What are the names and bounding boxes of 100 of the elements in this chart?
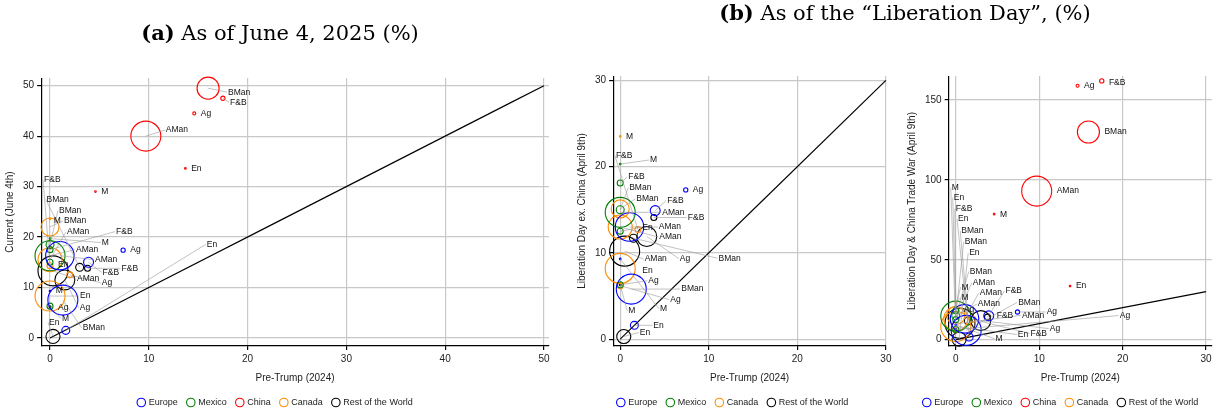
x-tick-label: 0 [952, 352, 959, 364]
legend-label: Rest of the World [1128, 396, 1199, 407]
y-axis-title: Current (June 4th) [3, 171, 15, 253]
annotation: BMan [681, 283, 704, 294]
annotation: Ag [200, 107, 212, 118]
x-tick-label: 20 [242, 352, 254, 364]
x-tick-label: 30 [340, 352, 353, 364]
annotation: M [101, 185, 109, 196]
annotation: En [639, 326, 651, 337]
x-tick-label: 10 [143, 352, 155, 364]
chart-title: (b) As of the “Liberation Day”, (%) [719, 0, 1091, 25]
legend-label: Mexico [198, 396, 227, 407]
annotation: BMan [82, 322, 106, 333]
y-tick-label: 20 [595, 160, 607, 172]
annotation: BMan [58, 204, 82, 215]
annotation: M [961, 281, 969, 292]
annotation: AMan [658, 221, 682, 232]
annotation: F&B [996, 310, 1014, 321]
annotation: En [80, 290, 91, 301]
legend-label: China [1032, 396, 1057, 407]
x-tick-label: 30 [880, 352, 892, 364]
x-tick-label: 30 [1200, 352, 1213, 364]
annotation: BMan [64, 215, 87, 226]
legend-label: Rest of the World [778, 396, 849, 407]
annotation: Ag [670, 293, 681, 304]
annotation: Ag [58, 302, 69, 313]
y-tick-label: 40 [23, 129, 35, 141]
annotation: BMan [961, 225, 984, 236]
annotation: Ag [1084, 80, 1095, 91]
annotation: F&B [230, 96, 247, 107]
annotation: BMan [228, 86, 251, 97]
annotation: M [961, 292, 969, 303]
x-tick-label: 10 [1033, 352, 1046, 364]
annotation: En [642, 264, 653, 275]
annotation: F&B [102, 266, 120, 277]
annotation: M [995, 333, 1003, 344]
annotation: Ag [101, 277, 113, 288]
y-tick-label: 10 [23, 281, 35, 293]
annotation: AMan [644, 253, 668, 264]
annotation: En [969, 247, 980, 258]
annotation: F&B [1005, 285, 1023, 296]
annotation: BMan [629, 182, 652, 193]
annotation: F&B [1108, 77, 1126, 88]
annotation: BMan [1018, 296, 1041, 307]
annotation: Ag [1046, 306, 1058, 317]
annotation: F&B [1030, 327, 1048, 338]
annotation: Ag [79, 302, 91, 313]
legend-label: Europe [934, 396, 964, 407]
annotation: M [626, 130, 634, 141]
y-tick-label: 0 [600, 332, 607, 344]
annotation: AMan [1056, 185, 1080, 196]
annotation: F&B [615, 149, 633, 160]
annotation: F&B [955, 203, 973, 214]
legend-label: Rest of the World [343, 396, 413, 407]
x-tick-label: 50 [538, 352, 550, 364]
annotation: M [61, 312, 70, 323]
x-tick-label: 20 [791, 352, 804, 364]
annotation: M [53, 215, 61, 226]
annotation: Ag [1049, 322, 1061, 333]
x-axis-title: Pre-Trump (2024) [1040, 371, 1120, 383]
annotation: Ag [648, 275, 659, 286]
legend-label: China [247, 396, 271, 407]
annotation: F&B [116, 225, 133, 236]
x-tick-label: 0 [47, 352, 54, 364]
x-tick-label: 10 [703, 352, 715, 364]
annotation: En [1017, 328, 1029, 339]
y-tick-label: 50 [930, 253, 943, 265]
annotation: En [953, 191, 965, 202]
annotation: Ag [679, 252, 691, 263]
annotation: M [660, 303, 668, 314]
annotation: AMan [972, 277, 996, 288]
y-tick-label: 0 [936, 333, 943, 345]
annotation: BMan [46, 193, 70, 204]
annotation: En [958, 213, 969, 224]
y-tick-label: 150 [925, 93, 943, 105]
annotation: M [999, 208, 1008, 219]
annotation: AMan [165, 124, 189, 135]
annotation: AMan [67, 226, 90, 237]
annotation: M [55, 285, 63, 296]
annotation: Ag [130, 244, 141, 255]
annotation: M [951, 181, 959, 192]
annotation: AMan [76, 244, 99, 255]
legend-label: Canada [1076, 396, 1109, 407]
annotation: Ag [1119, 309, 1131, 320]
legend-label: Mexico [983, 396, 1013, 407]
x-tick-label: 20 [1117, 352, 1129, 364]
annotation: M [650, 154, 658, 165]
y-tick-label: 20 [23, 230, 35, 242]
annotation: BMan [1104, 126, 1127, 137]
y-tick-label: 0 [28, 331, 35, 343]
annotation: En [1075, 280, 1087, 291]
annotation: Ag [692, 184, 704, 195]
y-axis-title: Liberation Day & China Trade War (April 9th) [905, 112, 917, 311]
legend-label: Europe [628, 396, 658, 407]
y-tick-label: 100 [925, 173, 943, 185]
y-axis-title: Liberation Day ex. China (April 9th) [575, 133, 587, 289]
annotation: M [628, 305, 636, 316]
annotation: M [101, 236, 109, 247]
x-tick-label: 0 [617, 352, 624, 364]
annotation: AMan [95, 254, 118, 265]
